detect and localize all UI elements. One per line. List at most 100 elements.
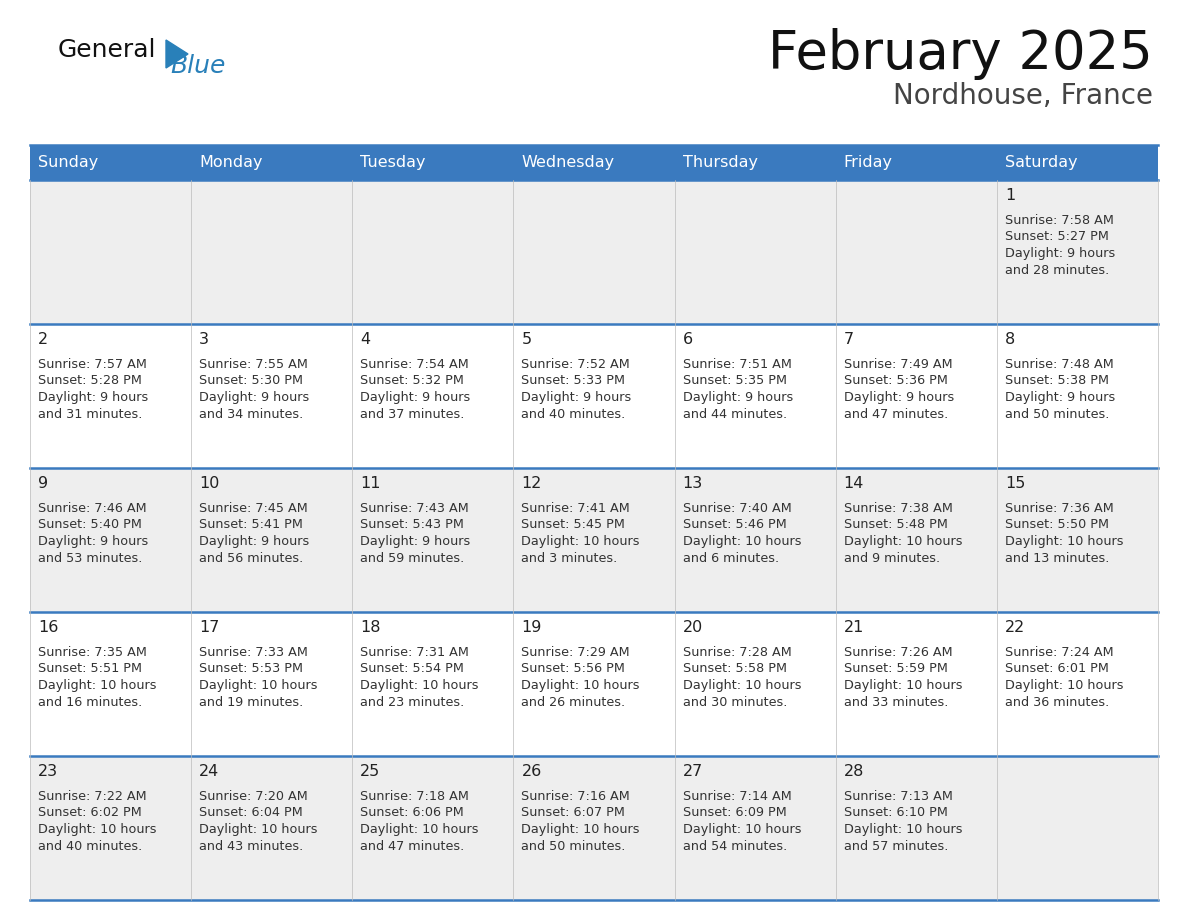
Text: and 50 minutes.: and 50 minutes.	[1005, 408, 1110, 420]
Text: and 53 minutes.: and 53 minutes.	[38, 552, 143, 565]
Text: Sunset: 5:33 PM: Sunset: 5:33 PM	[522, 375, 625, 387]
Text: 22: 22	[1005, 620, 1025, 635]
Text: Daylight: 10 hours: Daylight: 10 hours	[683, 535, 801, 548]
Text: 1: 1	[1005, 188, 1015, 203]
Text: and 3 minutes.: and 3 minutes.	[522, 552, 618, 565]
Text: Sunset: 5:58 PM: Sunset: 5:58 PM	[683, 663, 786, 676]
Text: Daylight: 10 hours: Daylight: 10 hours	[522, 679, 640, 692]
Text: Wednesday: Wednesday	[522, 155, 614, 170]
Text: Daylight: 9 hours: Daylight: 9 hours	[360, 535, 470, 548]
Text: and 43 minutes.: and 43 minutes.	[200, 839, 303, 853]
Text: Sunrise: 7:49 AM: Sunrise: 7:49 AM	[843, 358, 953, 371]
Text: and 16 minutes.: and 16 minutes.	[38, 696, 143, 709]
Text: 23: 23	[38, 764, 58, 779]
Text: Daylight: 9 hours: Daylight: 9 hours	[1005, 247, 1116, 260]
Text: Nordhouse, France: Nordhouse, France	[893, 82, 1154, 110]
Text: and 30 minutes.: and 30 minutes.	[683, 696, 786, 709]
Text: Thursday: Thursday	[683, 155, 758, 170]
Text: Sunrise: 7:35 AM: Sunrise: 7:35 AM	[38, 646, 147, 659]
Bar	[30, 756, 1158, 900]
Text: Sunset: 6:06 PM: Sunset: 6:06 PM	[360, 807, 465, 820]
Text: Friday: Friday	[843, 155, 892, 170]
Bar	[30, 145, 1158, 180]
Text: Sunrise: 7:54 AM: Sunrise: 7:54 AM	[360, 358, 469, 371]
Text: February 2025: February 2025	[769, 28, 1154, 80]
Text: Sunset: 5:46 PM: Sunset: 5:46 PM	[683, 519, 786, 532]
Text: Daylight: 9 hours: Daylight: 9 hours	[360, 391, 470, 404]
Text: Daylight: 10 hours: Daylight: 10 hours	[843, 679, 962, 692]
Polygon shape	[166, 40, 188, 68]
Text: Daylight: 10 hours: Daylight: 10 hours	[843, 535, 962, 548]
Text: Sunrise: 7:48 AM: Sunrise: 7:48 AM	[1005, 358, 1113, 371]
Text: Sunset: 5:38 PM: Sunset: 5:38 PM	[1005, 375, 1108, 387]
Text: 18: 18	[360, 620, 381, 635]
Text: Sunrise: 7:43 AM: Sunrise: 7:43 AM	[360, 502, 469, 515]
Text: Sunset: 5:48 PM: Sunset: 5:48 PM	[843, 519, 948, 532]
Text: and 28 minutes.: and 28 minutes.	[1005, 263, 1110, 276]
Text: Daylight: 10 hours: Daylight: 10 hours	[1005, 679, 1124, 692]
Text: Daylight: 9 hours: Daylight: 9 hours	[38, 391, 148, 404]
Text: 14: 14	[843, 476, 864, 491]
Text: Sunset: 5:45 PM: Sunset: 5:45 PM	[522, 519, 625, 532]
Text: and 40 minutes.: and 40 minutes.	[522, 408, 626, 420]
Text: Sunset: 6:04 PM: Sunset: 6:04 PM	[200, 807, 303, 820]
Text: and 36 minutes.: and 36 minutes.	[1005, 696, 1110, 709]
Text: Sunset: 5:43 PM: Sunset: 5:43 PM	[360, 519, 465, 532]
Text: 28: 28	[843, 764, 864, 779]
Text: and 23 minutes.: and 23 minutes.	[360, 696, 465, 709]
Text: Saturday: Saturday	[1005, 155, 1078, 170]
Bar	[30, 180, 1158, 324]
Text: Sunset: 6:09 PM: Sunset: 6:09 PM	[683, 807, 786, 820]
Text: and 54 minutes.: and 54 minutes.	[683, 839, 786, 853]
Text: Daylight: 9 hours: Daylight: 9 hours	[1005, 391, 1116, 404]
Text: Sunrise: 7:41 AM: Sunrise: 7:41 AM	[522, 502, 630, 515]
Text: Sunset: 5:30 PM: Sunset: 5:30 PM	[200, 375, 303, 387]
Text: Daylight: 10 hours: Daylight: 10 hours	[1005, 535, 1124, 548]
Text: Sunrise: 7:13 AM: Sunrise: 7:13 AM	[843, 790, 953, 803]
Text: Tuesday: Tuesday	[360, 155, 425, 170]
Text: Sunrise: 7:14 AM: Sunrise: 7:14 AM	[683, 790, 791, 803]
Text: Sunset: 6:02 PM: Sunset: 6:02 PM	[38, 807, 141, 820]
Text: 24: 24	[200, 764, 220, 779]
Text: Sunset: 5:56 PM: Sunset: 5:56 PM	[522, 663, 625, 676]
Text: Sunrise: 7:29 AM: Sunrise: 7:29 AM	[522, 646, 630, 659]
Text: Daylight: 10 hours: Daylight: 10 hours	[38, 679, 157, 692]
Text: Daylight: 10 hours: Daylight: 10 hours	[360, 679, 479, 692]
Text: 25: 25	[360, 764, 380, 779]
Text: Sunrise: 7:40 AM: Sunrise: 7:40 AM	[683, 502, 791, 515]
Text: 12: 12	[522, 476, 542, 491]
Bar	[30, 612, 1158, 756]
Text: 7: 7	[843, 332, 854, 347]
Text: Sunrise: 7:36 AM: Sunrise: 7:36 AM	[1005, 502, 1113, 515]
Text: Sunset: 5:59 PM: Sunset: 5:59 PM	[843, 663, 948, 676]
Text: Sunrise: 7:52 AM: Sunrise: 7:52 AM	[522, 358, 630, 371]
Text: Sunrise: 7:46 AM: Sunrise: 7:46 AM	[38, 502, 146, 515]
Bar	[30, 324, 1158, 468]
Text: and 57 minutes.: and 57 minutes.	[843, 839, 948, 853]
Text: and 34 minutes.: and 34 minutes.	[200, 408, 303, 420]
Text: Sunrise: 7:33 AM: Sunrise: 7:33 AM	[200, 646, 308, 659]
Text: Sunrise: 7:24 AM: Sunrise: 7:24 AM	[1005, 646, 1113, 659]
Text: Daylight: 9 hours: Daylight: 9 hours	[200, 391, 309, 404]
Text: 8: 8	[1005, 332, 1015, 347]
Text: and 56 minutes.: and 56 minutes.	[200, 552, 303, 565]
Text: Sunrise: 7:16 AM: Sunrise: 7:16 AM	[522, 790, 630, 803]
Text: General: General	[58, 38, 157, 62]
Text: 13: 13	[683, 476, 703, 491]
Text: Daylight: 9 hours: Daylight: 9 hours	[522, 391, 632, 404]
Text: Sunrise: 7:38 AM: Sunrise: 7:38 AM	[843, 502, 953, 515]
Text: Sunset: 5:54 PM: Sunset: 5:54 PM	[360, 663, 465, 676]
Text: and 50 minutes.: and 50 minutes.	[522, 839, 626, 853]
Text: and 33 minutes.: and 33 minutes.	[843, 696, 948, 709]
Text: Sunset: 5:51 PM: Sunset: 5:51 PM	[38, 663, 143, 676]
Text: Sunset: 5:41 PM: Sunset: 5:41 PM	[200, 519, 303, 532]
Text: and 59 minutes.: and 59 minutes.	[360, 552, 465, 565]
Text: Daylight: 10 hours: Daylight: 10 hours	[200, 679, 317, 692]
Text: 17: 17	[200, 620, 220, 635]
Text: 19: 19	[522, 620, 542, 635]
Text: Sunrise: 7:22 AM: Sunrise: 7:22 AM	[38, 790, 146, 803]
Text: Sunrise: 7:58 AM: Sunrise: 7:58 AM	[1005, 214, 1113, 227]
Text: 2: 2	[38, 332, 49, 347]
Text: Daylight: 9 hours: Daylight: 9 hours	[683, 391, 792, 404]
Text: and 37 minutes.: and 37 minutes.	[360, 408, 465, 420]
